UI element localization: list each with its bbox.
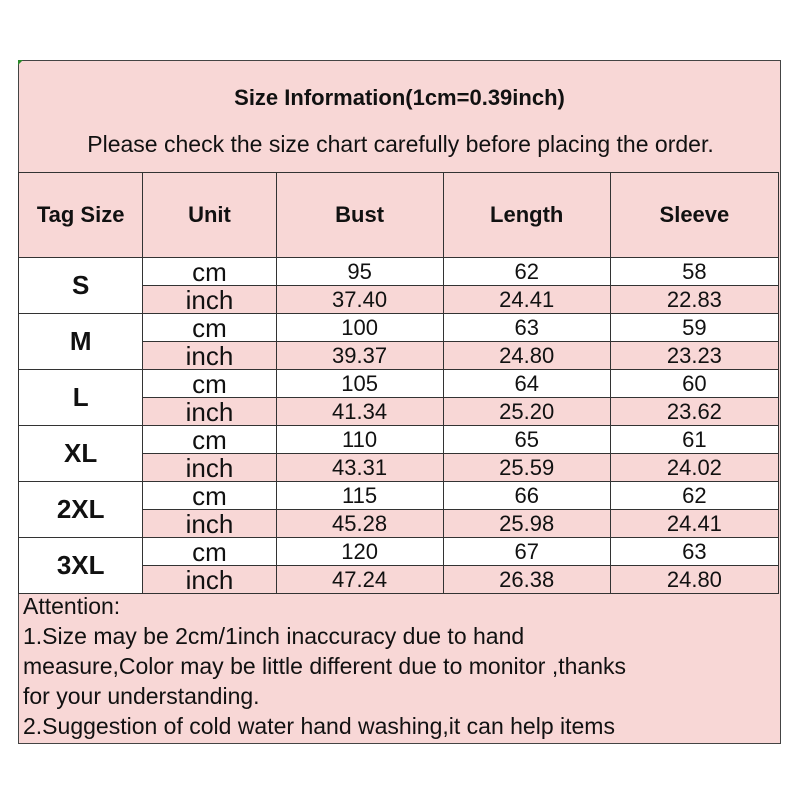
- value-cell: 120: [275, 537, 444, 566]
- value-cell: 62: [442, 257, 611, 286]
- notes: Attention: 1.Size may be 2cm/1inch inacc…: [23, 591, 780, 741]
- value-cell: 24.41: [442, 285, 611, 314]
- header-cell: Bust: [275, 172, 444, 258]
- size-row-cm: XL cm 110 65 61: [17, 425, 780, 482]
- tag-size-cell: 2XL: [17, 481, 144, 538]
- value-cell: 45.28: [275, 509, 444, 538]
- tag-size-cell: S: [17, 257, 144, 314]
- header-cell: Tag Size: [17, 172, 144, 258]
- unit-cell: inch: [142, 285, 277, 314]
- value-cell: 24.41: [609, 509, 780, 538]
- value-cell: 23.23: [609, 341, 780, 370]
- size-row-cm: 3XL cm 120 67 63: [17, 537, 780, 594]
- unit-cell: inch: [142, 453, 277, 482]
- chart-subtitle: Please check the size chart carefully be…: [87, 131, 714, 157]
- value-cell: 24.80: [609, 565, 780, 594]
- value-cell: 95: [275, 257, 444, 286]
- header-cell: Length: [442, 172, 611, 258]
- note-line: measure,Color may be little different du…: [23, 653, 626, 679]
- unit-cell: cm: [142, 481, 277, 510]
- value-cell: 22.83: [609, 285, 780, 314]
- size-row-inch: inch 41.34 25.20 23.62: [19, 397, 780, 426]
- header-row: Tag Size Unit Bust Length Sleeve: [17, 172, 780, 258]
- value-cell: 59: [609, 313, 780, 342]
- value-cell: 24.80: [442, 341, 611, 370]
- size-chart: Size Information(1cm=0.39inch) Please ch…: [17, 60, 781, 744]
- tag-size-cell: L: [17, 369, 144, 426]
- value-cell: 61: [609, 425, 780, 454]
- note-line: for your understanding.: [23, 683, 260, 709]
- size-row-inch: inch 37.40 24.41 22.83: [19, 285, 780, 314]
- value-cell: 63: [442, 313, 611, 342]
- unit-cell: cm: [142, 537, 277, 566]
- value-cell: 41.34: [275, 397, 444, 426]
- value-cell: 115: [275, 481, 444, 510]
- tag-size-cell: 3XL: [17, 537, 144, 594]
- tag-size-cell: M: [17, 313, 144, 370]
- size-row-cm: 2XL cm 115 66 62: [17, 481, 780, 538]
- value-cell: 110: [275, 425, 444, 454]
- tag-size-cell: XL: [17, 425, 144, 482]
- value-cell: 63: [609, 537, 780, 566]
- value-cell: 23.62: [609, 397, 780, 426]
- value-cell: 47.24: [275, 565, 444, 594]
- value-cell: 105: [275, 369, 444, 398]
- value-cell: 66: [442, 481, 611, 510]
- unit-cell: inch: [142, 397, 277, 426]
- header-cell: Sleeve: [609, 172, 780, 258]
- size-row-inch: inch 39.37 24.80 23.23: [19, 341, 780, 370]
- value-cell: 25.59: [442, 453, 611, 482]
- value-cell: 37.40: [275, 285, 444, 314]
- value-cell: 67: [442, 537, 611, 566]
- unit-cell: cm: [142, 257, 277, 286]
- unit-cell: cm: [142, 313, 277, 342]
- unit-cell: cm: [142, 369, 277, 398]
- value-cell: 100: [275, 313, 444, 342]
- value-cell: 60: [609, 369, 780, 398]
- note-line: 1.Size may be 2cm/1inch inaccuracy due t…: [23, 623, 525, 649]
- value-cell: 26.38: [442, 565, 611, 594]
- value-cell: 64: [442, 369, 611, 398]
- unit-cell: inch: [142, 341, 277, 370]
- chart-title: Size Information(1cm=0.39inch): [234, 85, 565, 110]
- unit-cell: inch: [142, 509, 277, 538]
- value-cell: 62: [609, 481, 780, 510]
- value-cell: 25.20: [442, 397, 611, 426]
- size-row-inch: inch 47.24 26.38 24.80: [19, 565, 780, 594]
- size-row-inch: inch 45.28 25.98 24.41: [19, 509, 780, 538]
- note-line: 2.Suggestion of cold water hand washing,…: [23, 713, 615, 739]
- value-cell: 39.37: [275, 341, 444, 370]
- value-cell: 58: [609, 257, 780, 286]
- value-cell: 65: [442, 425, 611, 454]
- header-cell: Unit: [142, 172, 277, 258]
- value-cell: 24.02: [609, 453, 780, 482]
- value-cell: 25.98: [442, 509, 611, 538]
- corner-mark: [18, 60, 23, 65]
- unit-cell: inch: [142, 565, 277, 594]
- attention-label: Attention:: [23, 593, 121, 619]
- value-cell: 43.31: [275, 453, 444, 482]
- unit-cell: cm: [142, 425, 277, 454]
